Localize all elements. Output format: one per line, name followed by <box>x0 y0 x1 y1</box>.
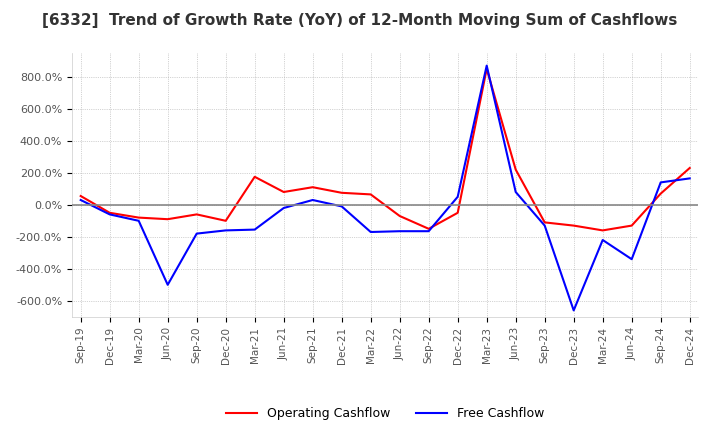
Free Cashflow <box>192 231 201 236</box>
Free Cashflow <box>541 223 549 228</box>
Free Cashflow <box>657 180 665 185</box>
Free Cashflow <box>135 218 143 224</box>
Free Cashflow <box>482 63 491 68</box>
Free Cashflow <box>598 237 607 242</box>
Operating Cashflow <box>366 192 375 197</box>
Free Cashflow <box>279 205 288 211</box>
Operating Cashflow <box>163 216 172 222</box>
Free Cashflow <box>308 198 317 203</box>
Operating Cashflow <box>192 212 201 217</box>
Free Cashflow <box>454 194 462 199</box>
Text: [6332]  Trend of Growth Rate (YoY) of 12-Month Moving Sum of Cashflows: [6332] Trend of Growth Rate (YoY) of 12-… <box>42 13 678 28</box>
Operating Cashflow <box>454 210 462 216</box>
Operating Cashflow <box>251 174 259 180</box>
Free Cashflow <box>511 189 520 194</box>
Operating Cashflow <box>338 190 346 195</box>
Free Cashflow <box>105 212 114 217</box>
Operating Cashflow <box>511 167 520 172</box>
Operating Cashflow <box>657 191 665 196</box>
Operating Cashflow <box>105 210 114 216</box>
Line: Operating Cashflow: Operating Cashflow <box>81 69 690 231</box>
Operating Cashflow <box>627 223 636 228</box>
Operating Cashflow <box>308 184 317 190</box>
Free Cashflow <box>395 228 404 234</box>
Operating Cashflow <box>598 228 607 233</box>
Operating Cashflow <box>76 193 85 198</box>
Legend: Operating Cashflow, Free Cashflow: Operating Cashflow, Free Cashflow <box>221 402 549 425</box>
Free Cashflow <box>76 198 85 203</box>
Operating Cashflow <box>424 226 433 231</box>
Operating Cashflow <box>482 66 491 71</box>
Line: Free Cashflow: Free Cashflow <box>81 66 690 310</box>
Operating Cashflow <box>570 223 578 228</box>
Free Cashflow <box>424 228 433 234</box>
Operating Cashflow <box>685 165 694 171</box>
Free Cashflow <box>570 308 578 313</box>
Free Cashflow <box>251 227 259 232</box>
Free Cashflow <box>685 176 694 181</box>
Operating Cashflow <box>135 215 143 220</box>
Operating Cashflow <box>279 189 288 194</box>
Operating Cashflow <box>221 218 230 224</box>
Free Cashflow <box>627 257 636 262</box>
Free Cashflow <box>366 229 375 235</box>
Free Cashflow <box>221 228 230 233</box>
Operating Cashflow <box>395 213 404 219</box>
Free Cashflow <box>163 282 172 287</box>
Free Cashflow <box>338 204 346 209</box>
Operating Cashflow <box>541 220 549 225</box>
